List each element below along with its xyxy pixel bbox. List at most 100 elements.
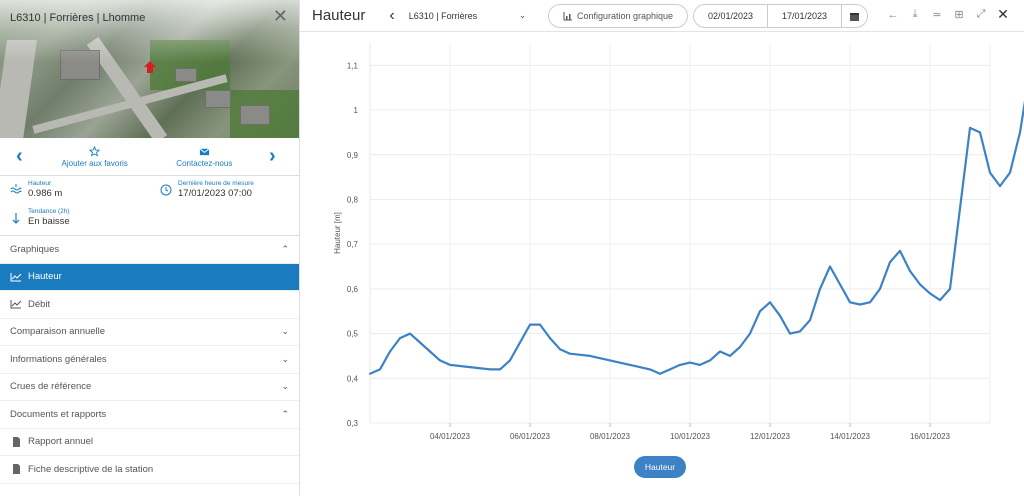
- y-tick-label: 0,6: [347, 285, 359, 294]
- station-marker-icon: [144, 61, 156, 73]
- menu-general-info-label: Informations générales: [10, 353, 107, 365]
- star-icon: [89, 145, 101, 157]
- menu-general-info[interactable]: Informations générales ⌄: [0, 346, 299, 374]
- y-tick-label: 1: [354, 106, 359, 115]
- data-point: [909, 270, 911, 272]
- menu-item-debit[interactable]: Débit: [0, 291, 299, 319]
- data-point: [449, 363, 451, 366]
- previous-station-button[interactable]: ‹: [16, 145, 23, 167]
- data-point: [719, 350, 721, 353]
- x-tick-label: 08/01/2023: [590, 432, 631, 441]
- contact-button[interactable]: Contactez-nous: [159, 146, 249, 168]
- trend-value: En baisse: [28, 216, 70, 227]
- data-point: [699, 363, 701, 366]
- data-point: [929, 292, 931, 295]
- data-point: [519, 341, 521, 344]
- calendar-button[interactable]: [841, 4, 867, 28]
- x-tick-label: 16/01/2023: [910, 432, 951, 441]
- data-point: [749, 332, 751, 335]
- line-chart-icon: [10, 272, 22, 282]
- trend-label: Tendance (2h): [28, 208, 70, 215]
- add-favorite-button[interactable]: Ajouter aux favoris: [50, 145, 140, 168]
- data-point: [569, 352, 571, 355]
- data-point: [429, 350, 431, 353]
- menu-reference-floods[interactable]: Crues de référence ⌄: [0, 374, 299, 401]
- data-point: [769, 301, 771, 304]
- y-tick-label: 0,7: [347, 240, 359, 249]
- data-point: [439, 359, 441, 362]
- data-point: [609, 359, 611, 362]
- data-point: [739, 346, 741, 348]
- menu-item-station-sheet[interactable]: Fiche descriptive de la station: [0, 456, 299, 484]
- data-point: [729, 354, 731, 357]
- close-icon[interactable]: ✕: [272, 6, 288, 26]
- data-point: [469, 366, 471, 369]
- data-point: [879, 287, 881, 290]
- fullscreen-icon[interactable]: ⤢: [976, 8, 986, 20]
- data-point: [529, 323, 531, 326]
- chevron-up-icon: ⌃: [281, 408, 289, 419]
- arrow-down-icon: [12, 213, 20, 224]
- menu-item-annual-report[interactable]: Rapport annuel: [0, 429, 299, 456]
- chart-config-button[interactable]: Configuration graphique: [548, 4, 688, 28]
- data-point: [1009, 171, 1011, 174]
- date-to-input[interactable]: 17/01/2023: [781, 11, 828, 21]
- chart-tools: ← ⤓ ≃ ⊞ ⤢ ✕: [882, 6, 1014, 23]
- date-range: 02/01/2023 17/01/2023: [693, 4, 868, 28]
- envelope-icon: [199, 147, 210, 155]
- compare-icon[interactable]: ≃: [932, 9, 942, 21]
- menu-annual-comparison[interactable]: Comparaison annuelle ⌄: [0, 319, 299, 346]
- close-icon[interactable]: ✕: [997, 6, 1009, 22]
- data-point: [809, 319, 811, 322]
- data-point: [859, 303, 861, 306]
- data-point: [899, 249, 901, 252]
- menu-item-station-sheet-label: Fiche descriptive de la station: [28, 463, 154, 475]
- document-icon: [13, 464, 20, 475]
- table-icon[interactable]: ⊞: [954, 9, 964, 21]
- chevron-down-icon: ⌄: [281, 353, 289, 364]
- menu-item-hauteur-label: Hauteur: [28, 271, 62, 283]
- data-point: [509, 359, 511, 362]
- series-line-hauteur: [369, 100, 1024, 375]
- chevron-down-icon[interactable]: ⌄: [518, 10, 527, 20]
- arrow-left-icon[interactable]: ←: [887, 8, 899, 21]
- x-tick-label: 12/01/2023: [750, 432, 791, 441]
- data-point: [979, 131, 981, 134]
- add-favorite-label: Ajouter aux favoris: [61, 158, 128, 168]
- data-point: [499, 368, 501, 371]
- data-point: [969, 126, 971, 129]
- legend-hauteur[interactable]: Hauteur: [634, 456, 686, 478]
- chart-toolbar: Hauteur ‹ L6310 | Forrières ⌄ Configurat…: [300, 0, 1024, 32]
- clock-icon: [160, 184, 172, 196]
- data-point: [489, 368, 491, 371]
- data-point: [399, 337, 401, 340]
- menu-charts-label: Graphiques: [10, 243, 60, 255]
- page-title: Hauteur: [312, 7, 366, 24]
- download-icon[interactable]: ⤓: [912, 8, 918, 20]
- data-point: [539, 323, 541, 326]
- menu-item-hauteur[interactable]: Hauteur: [0, 263, 299, 291]
- last-measure-label: Dernière heure de mesure: [178, 180, 254, 187]
- height-info: Hauteur 0.986 m: [10, 180, 62, 200]
- date-from-input[interactable]: 02/01/2023: [707, 11, 754, 21]
- x-tick-label: 06/01/2023: [510, 432, 551, 441]
- station-sidebar: L6310 | Forrières | Lhomme ✕ ‹ Ajouter a…: [0, 0, 300, 496]
- menu-documents-section[interactable]: Documents et rapports ⌃: [0, 401, 299, 429]
- trend-info: Tendance (2h) En baisse: [10, 208, 70, 228]
- data-point: [649, 368, 651, 371]
- data-point: [869, 301, 871, 304]
- data-point: [959, 207, 961, 210]
- station-actions: ‹ Ajouter aux favoris Contactez-nous ›: [0, 138, 299, 176]
- height-value: 0.986 m: [28, 188, 63, 199]
- data-point: [589, 354, 591, 357]
- document-icon: [13, 436, 20, 447]
- data-point: [889, 261, 891, 264]
- menu-charts-section[interactable]: Graphiques ⌃: [0, 236, 299, 264]
- back-chevron-icon[interactable]: ‹: [389, 6, 395, 24]
- data-point: [759, 310, 761, 313]
- data-point: [949, 287, 951, 290]
- next-station-button[interactable]: ›: [268, 145, 276, 167]
- menu-reference-floods-label: Crues de référence: [10, 381, 92, 393]
- y-tick-label: 0,5: [347, 330, 359, 339]
- height-chart: 0,3 0,4 0,5 0,6 0,7 0,8 0,9 1 1,1 04/01/2023 06/01…: [333, 43, 1024, 441]
